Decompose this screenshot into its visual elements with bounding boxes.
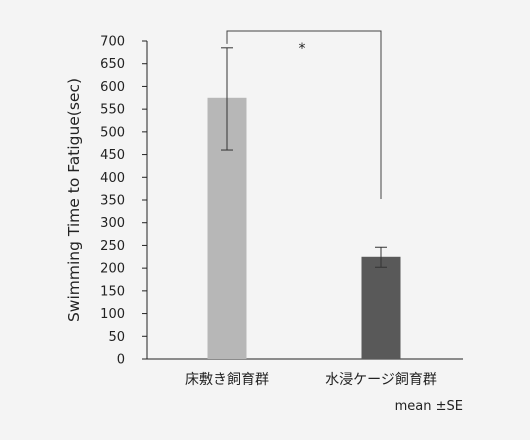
x-category-label: 水浸ケージ飼育群 [325, 372, 437, 388]
y-tick-label: 250 [100, 239, 125, 254]
y-tick-label: 600 [100, 80, 125, 95]
x-category-label: 床敷き飼育群 [185, 372, 269, 388]
y-tick-label: 350 [100, 194, 125, 209]
y-axis-title: Swimming Time to Fatigue(sec) [65, 78, 83, 322]
y-tick-label: 450 [100, 148, 125, 163]
bars [207, 97, 401, 360]
y-tick-label: 700 [100, 35, 125, 50]
error-bars [221, 47, 387, 268]
y-tick-label: 50 [108, 330, 125, 345]
y-tick-label: 500 [100, 125, 125, 140]
y-tick-label: 200 [100, 262, 125, 277]
y-tick-label: 150 [100, 284, 125, 299]
bar [361, 256, 401, 359]
y-tick-label: 550 [100, 103, 125, 118]
y-tick-label: 0 [117, 353, 125, 368]
significance-bracket: * [226, 30, 382, 199]
significance-marker: * [299, 41, 306, 57]
y-tick-label: 300 [100, 216, 125, 231]
mean-se-note: mean ±SE [395, 399, 463, 414]
y-axis: 0 50 100 150 200 250 300 350 400 450 500 550 600 650 7… [100, 35, 463, 368]
significance-line [226, 30, 382, 199]
y-tick-label: 400 [100, 171, 125, 186]
x-axis-categories: 床敷き飼育群 水浸ケージ飼育群 [185, 372, 437, 388]
y-tick-label: 650 [100, 57, 125, 72]
y-tick-label: 100 [100, 307, 125, 322]
